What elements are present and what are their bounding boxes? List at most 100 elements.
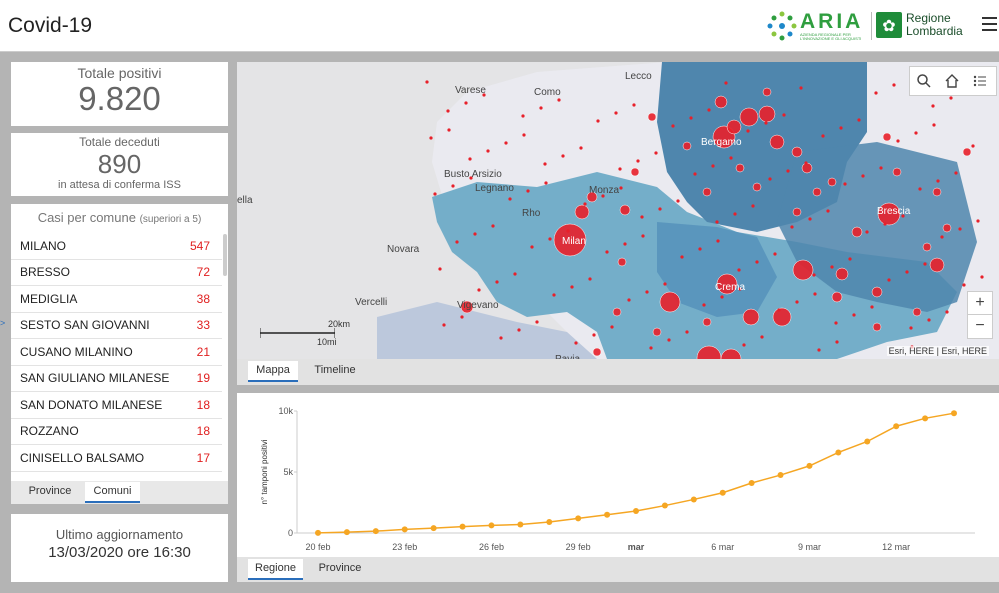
comune-row[interactable]: SAN DONATO MILANESE 18 (11, 392, 222, 419)
comune-row[interactable]: BRESSO 72 (11, 260, 222, 286)
case-dot[interactable] (715, 220, 719, 224)
case-bubble[interactable] (735, 163, 745, 173)
case-dot[interactable] (544, 181, 548, 185)
case-dot[interactable] (438, 267, 442, 271)
case-dot[interactable] (658, 207, 662, 211)
case-dot[interactable] (909, 326, 913, 330)
case-bubble[interactable] (871, 286, 883, 298)
case-bubble[interactable] (742, 308, 760, 326)
tab-province-chart[interactable]: Province (318, 562, 362, 574)
case-dot[interactable] (685, 330, 689, 334)
case-dot[interactable] (561, 154, 565, 158)
case-bubble[interactable] (647, 112, 657, 122)
case-dot[interactable] (676, 199, 680, 203)
case-dot[interactable] (834, 321, 838, 325)
case-bubble[interactable] (752, 182, 762, 192)
case-bubble[interactable] (792, 259, 814, 281)
case-dot[interactable] (433, 192, 437, 196)
tab-timeline[interactable]: Timeline (314, 364, 356, 376)
case-dot[interactable] (557, 98, 561, 102)
case-dot[interactable] (468, 157, 472, 161)
case-dot[interactable] (623, 242, 627, 246)
comune-row[interactable]: CORMANO 17 (11, 472, 222, 479)
case-dot[interactable] (543, 162, 547, 166)
case-dot[interactable] (667, 338, 671, 342)
case-dot[interactable] (799, 86, 803, 90)
case-dot[interactable] (874, 91, 878, 95)
case-dot[interactable] (464, 101, 468, 105)
case-dot[interactable] (707, 108, 711, 112)
case-dot[interactable] (693, 172, 697, 176)
comune-row[interactable]: CUSANO MILANINO 21 (11, 339, 222, 366)
case-dot[interactable] (764, 121, 768, 125)
case-dot[interactable] (861, 174, 865, 178)
case-dot[interactable] (517, 328, 521, 332)
case-dot[interactable] (548, 237, 552, 241)
case-bubble[interactable] (758, 105, 776, 123)
case-dot[interactable] (583, 202, 587, 206)
case-bubble[interactable] (553, 223, 587, 257)
case-dot[interactable] (632, 103, 636, 107)
case-dot[interactable] (552, 293, 556, 297)
case-dot[interactable] (755, 260, 759, 264)
case-dot[interactable] (539, 106, 543, 110)
case-dot[interactable] (835, 340, 839, 344)
case-dot[interactable] (976, 219, 980, 223)
case-bubble[interactable] (720, 348, 742, 359)
case-dot[interactable] (570, 285, 574, 289)
case-dot[interactable] (768, 177, 772, 181)
case-bubble[interactable] (586, 191, 598, 203)
case-dot[interactable] (671, 124, 675, 128)
case-dot[interactable] (627, 298, 631, 302)
case-dot[interactable] (649, 346, 653, 350)
case-dot[interactable] (786, 169, 790, 173)
case-bubble[interactable] (831, 291, 843, 303)
case-dot[interactable] (773, 252, 777, 256)
case-dot[interactable] (936, 179, 940, 183)
case-dot[interactable] (923, 262, 927, 266)
case-dot[interactable] (879, 166, 883, 170)
case-dot[interactable] (883, 222, 887, 226)
case-dot[interactable] (640, 215, 644, 219)
case-bubble[interactable] (851, 226, 863, 238)
case-dot[interactable] (852, 313, 856, 317)
case-dot[interactable] (451, 184, 455, 188)
case-bubble[interactable] (460, 300, 474, 314)
case-dot[interactable] (870, 305, 874, 309)
tab-mappa[interactable]: Mappa (248, 361, 298, 382)
comune-row[interactable]: CINISELLO BALSAMO 17 (11, 445, 222, 472)
comune-row[interactable]: SESTO SAN GIOVANNI 33 (11, 313, 222, 339)
zoom-in-button[interactable]: + (968, 292, 992, 315)
case-dot[interactable] (746, 129, 750, 133)
case-dot[interactable] (720, 295, 724, 299)
case-dot[interactable] (605, 250, 609, 254)
case-bubble[interactable] (877, 202, 901, 226)
case-dot[interactable] (812, 273, 816, 277)
case-bubble[interactable] (617, 257, 627, 267)
case-dot[interactable] (958, 227, 962, 231)
case-dot[interactable] (508, 197, 512, 201)
case-dot[interactable] (901, 214, 905, 218)
case-dot[interactable] (522, 133, 526, 137)
case-dot[interactable] (513, 272, 517, 276)
case-dot[interactable] (949, 96, 953, 100)
case-dot[interactable] (724, 81, 728, 85)
case-dot[interactable] (737, 268, 741, 272)
case-bubble[interactable] (801, 162, 813, 174)
case-dot[interactable] (530, 245, 534, 249)
case-dot[interactable] (795, 300, 799, 304)
case-dot[interactable] (698, 247, 702, 251)
case-bubble[interactable] (762, 87, 772, 97)
case-dot[interactable] (566, 229, 570, 233)
comune-row[interactable]: ROZZANO 18 (11, 419, 222, 445)
case-dot[interactable] (914, 131, 918, 135)
case-bubble[interactable] (882, 132, 892, 142)
case-bubble[interactable] (812, 187, 822, 197)
case-dot[interactable] (940, 235, 944, 239)
case-dot[interactable] (579, 146, 583, 150)
case-bubble[interactable] (630, 167, 640, 177)
layer-list-icon[interactable] (972, 73, 988, 89)
case-bubble[interactable] (792, 207, 802, 217)
case-dot[interactable] (918, 187, 922, 191)
case-bubble[interactable] (912, 307, 922, 317)
